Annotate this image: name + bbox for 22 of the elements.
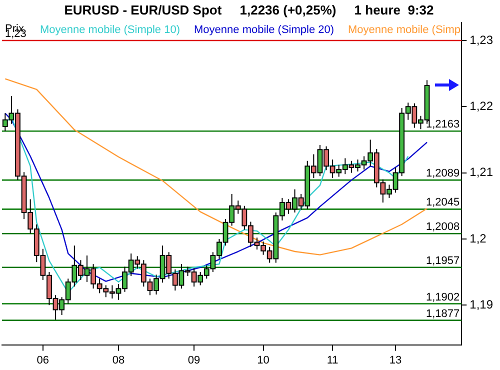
y-tick-label: 1,22 [470, 98, 494, 113]
y-tick-label: 1,23 [470, 32, 494, 47]
text: Moyenne mobile (Simple 20) [194, 24, 334, 36]
y-tick-label: 1,19 [470, 297, 494, 312]
x-tick-label: 10 [257, 354, 270, 366]
y-tick-label: 1,21 [470, 165, 494, 180]
x-tick-label: 06 [36, 354, 50, 366]
ref-line-label: 1,2008 [426, 221, 460, 234]
ref-line-label: 1,2045 [426, 196, 460, 209]
ref-line-label: 1,1957 [426, 254, 460, 267]
x-tick-label: 08 [112, 354, 125, 366]
x-tick-label: 09 [188, 354, 200, 366]
ref-line-label: 1,1902 [426, 291, 460, 304]
ref-line-label: 1,1877 [426, 308, 460, 320]
text: Moyenne mobile (Simple 10) [40, 24, 180, 36]
ref-line-label: 1,2089 [426, 168, 460, 180]
x-tick-label: 13 [389, 354, 402, 366]
chart-title: EURUSD - EUR/USD Spot 1,2236 (+0,25%) 1 heure 9:32 [64, 2, 434, 18]
ref-line-label: 1,2163 [426, 118, 460, 131]
y-tick-label: 1,2 [470, 231, 487, 246]
x-tick-label: 11 [326, 354, 338, 366]
text: Moyenne mobile (Simp [348, 24, 461, 36]
